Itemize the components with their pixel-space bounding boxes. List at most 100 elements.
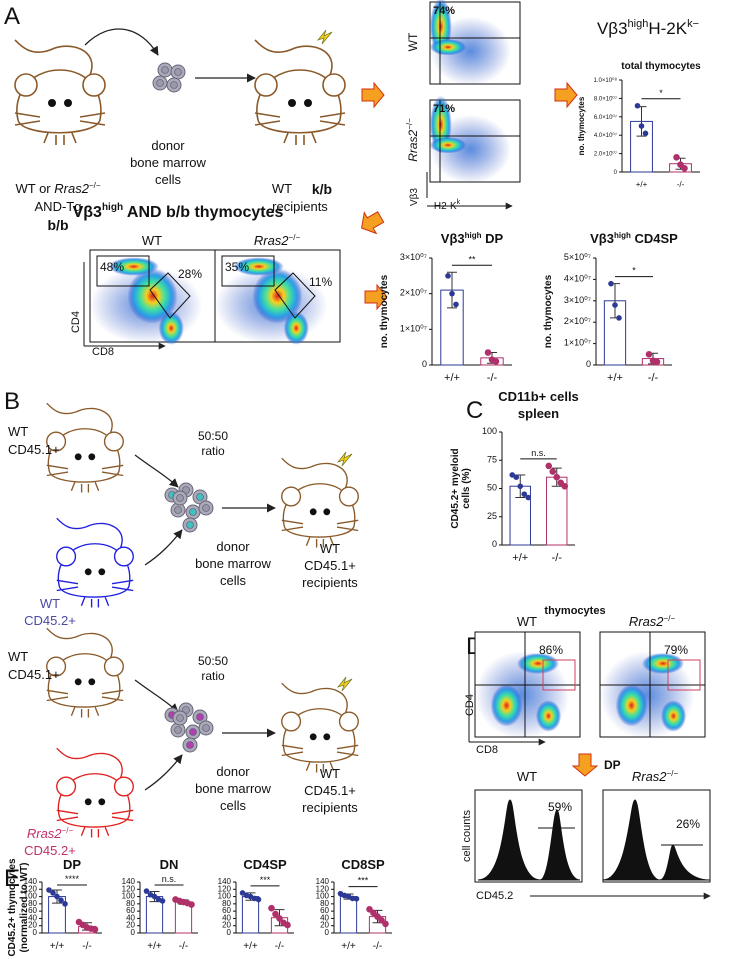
x-tick-label: -/- xyxy=(552,552,563,564)
text-part: bone marrow xyxy=(195,556,271,571)
text-part: AND b/b thymocytes xyxy=(123,204,283,221)
text-part: Vβ3 xyxy=(590,231,614,246)
text-part: 3×10⁰⁷ xyxy=(400,252,427,262)
text-part: CD45.1+ xyxy=(304,783,356,798)
text-part: 1.0×10⁰⁸ xyxy=(594,77,618,84)
data-point xyxy=(642,130,649,137)
text-part: WT xyxy=(320,541,340,556)
flow-population xyxy=(615,684,648,727)
text-part: 20 xyxy=(126,921,135,930)
text-part: no. thymocytes xyxy=(577,96,586,155)
orange-arrow xyxy=(361,81,385,109)
chart-title: spleen xyxy=(518,406,559,421)
text-part: CD11b+ cells xyxy=(498,389,579,404)
y-tick-label: 60 xyxy=(28,906,37,915)
x-tick-label: +/+ xyxy=(607,372,623,384)
mouse-tail xyxy=(281,457,348,489)
text-part: 20 xyxy=(320,921,329,930)
text-part: recipients xyxy=(302,800,358,815)
label: DP xyxy=(604,758,621,772)
text-part: cells xyxy=(155,172,182,187)
text-part: CD45.2+ xyxy=(24,843,76,858)
label: CD45.1+ xyxy=(304,783,356,798)
label: Vβ3 xyxy=(409,188,420,206)
label: CD45.1+ xyxy=(8,667,60,682)
text-part: cells xyxy=(220,573,247,588)
text-part: 140 xyxy=(24,877,38,886)
significance-label: * xyxy=(632,266,636,276)
text-part: recipients xyxy=(302,575,358,590)
mouse-drawing xyxy=(14,39,106,145)
histogram-curve xyxy=(477,799,581,881)
text-part: n.s. xyxy=(162,874,177,884)
label: WT xyxy=(8,424,28,439)
mouse-ear xyxy=(56,546,77,567)
arrow xyxy=(84,28,159,56)
text-part: 0 xyxy=(492,539,497,549)
mouse-ear xyxy=(103,431,124,452)
text-part: 8.0×10⁰⁷ xyxy=(594,95,617,102)
label: 11% xyxy=(309,275,332,289)
text-part: 5×10⁰⁷ xyxy=(564,252,591,262)
panel-label: E xyxy=(4,865,20,892)
y-tick-label: 140 xyxy=(122,877,136,886)
y-tick-label: 100 xyxy=(218,892,232,901)
chart-title: DN xyxy=(160,857,179,872)
flow-core xyxy=(430,38,466,56)
lightning xyxy=(336,451,353,467)
label: WT xyxy=(320,541,340,556)
data-point xyxy=(681,165,688,172)
text-part: thymocytes xyxy=(544,605,605,617)
mouse-eye xyxy=(309,733,317,741)
label: 50:50 xyxy=(198,429,228,443)
text-part: k/b xyxy=(312,181,332,197)
data-point xyxy=(445,273,451,279)
label: donor xyxy=(216,764,250,779)
text-part: WT xyxy=(517,614,537,629)
y-tick-label: 4×10⁰⁷ xyxy=(564,274,591,284)
orange-arrow xyxy=(364,283,388,311)
text-part: WT xyxy=(272,181,292,196)
label: 79% xyxy=(664,643,688,657)
x-tick-label: +/+ xyxy=(444,372,460,384)
label: CD45.2+ xyxy=(24,843,76,858)
text-part: 35% xyxy=(225,260,249,274)
text-part: WT xyxy=(517,769,537,784)
y-tick-label: 120 xyxy=(122,884,136,893)
y-tick-label: 120 xyxy=(316,884,330,893)
label: CD8 xyxy=(476,744,498,756)
text-part: WT xyxy=(40,596,60,611)
text-part: −/− xyxy=(405,118,414,130)
y-tick-label: 40 xyxy=(320,914,329,923)
data-point xyxy=(151,893,158,900)
y-axis-label: CD45.2+ thymocytes xyxy=(7,858,18,957)
mouse-drawing xyxy=(281,457,359,548)
text-part: +/+ xyxy=(636,180,648,189)
mouse-whiskers xyxy=(46,464,124,493)
text-part: CD8SP xyxy=(341,857,385,872)
cell-nucleus xyxy=(202,724,210,732)
label: donor xyxy=(216,539,250,554)
text-part: k xyxy=(457,199,461,206)
mouse-eye xyxy=(88,678,96,686)
text-part: CD4SP xyxy=(631,231,678,246)
mouse-ear xyxy=(281,711,302,732)
cell-nucleus xyxy=(196,713,204,721)
flow-core xyxy=(233,257,284,276)
text-part: 60 xyxy=(320,906,329,915)
y-tick-label: 0 xyxy=(422,359,427,369)
text-part: n.s. xyxy=(531,448,546,458)
panel-label: B xyxy=(4,388,20,415)
mouse-eye xyxy=(304,99,312,107)
mouse-tail xyxy=(254,39,333,76)
label: WT xyxy=(8,649,28,664)
text-part: total thymocytes xyxy=(621,61,701,72)
x-tick-label: +/+ xyxy=(341,941,356,952)
x-tick-label: +/+ xyxy=(50,941,65,952)
label: CD4 xyxy=(70,311,82,333)
text-part: B xyxy=(4,388,20,415)
label: bone marrow xyxy=(195,556,271,571)
mouse-eye xyxy=(323,733,331,741)
label: Rras2−/− xyxy=(405,118,421,162)
